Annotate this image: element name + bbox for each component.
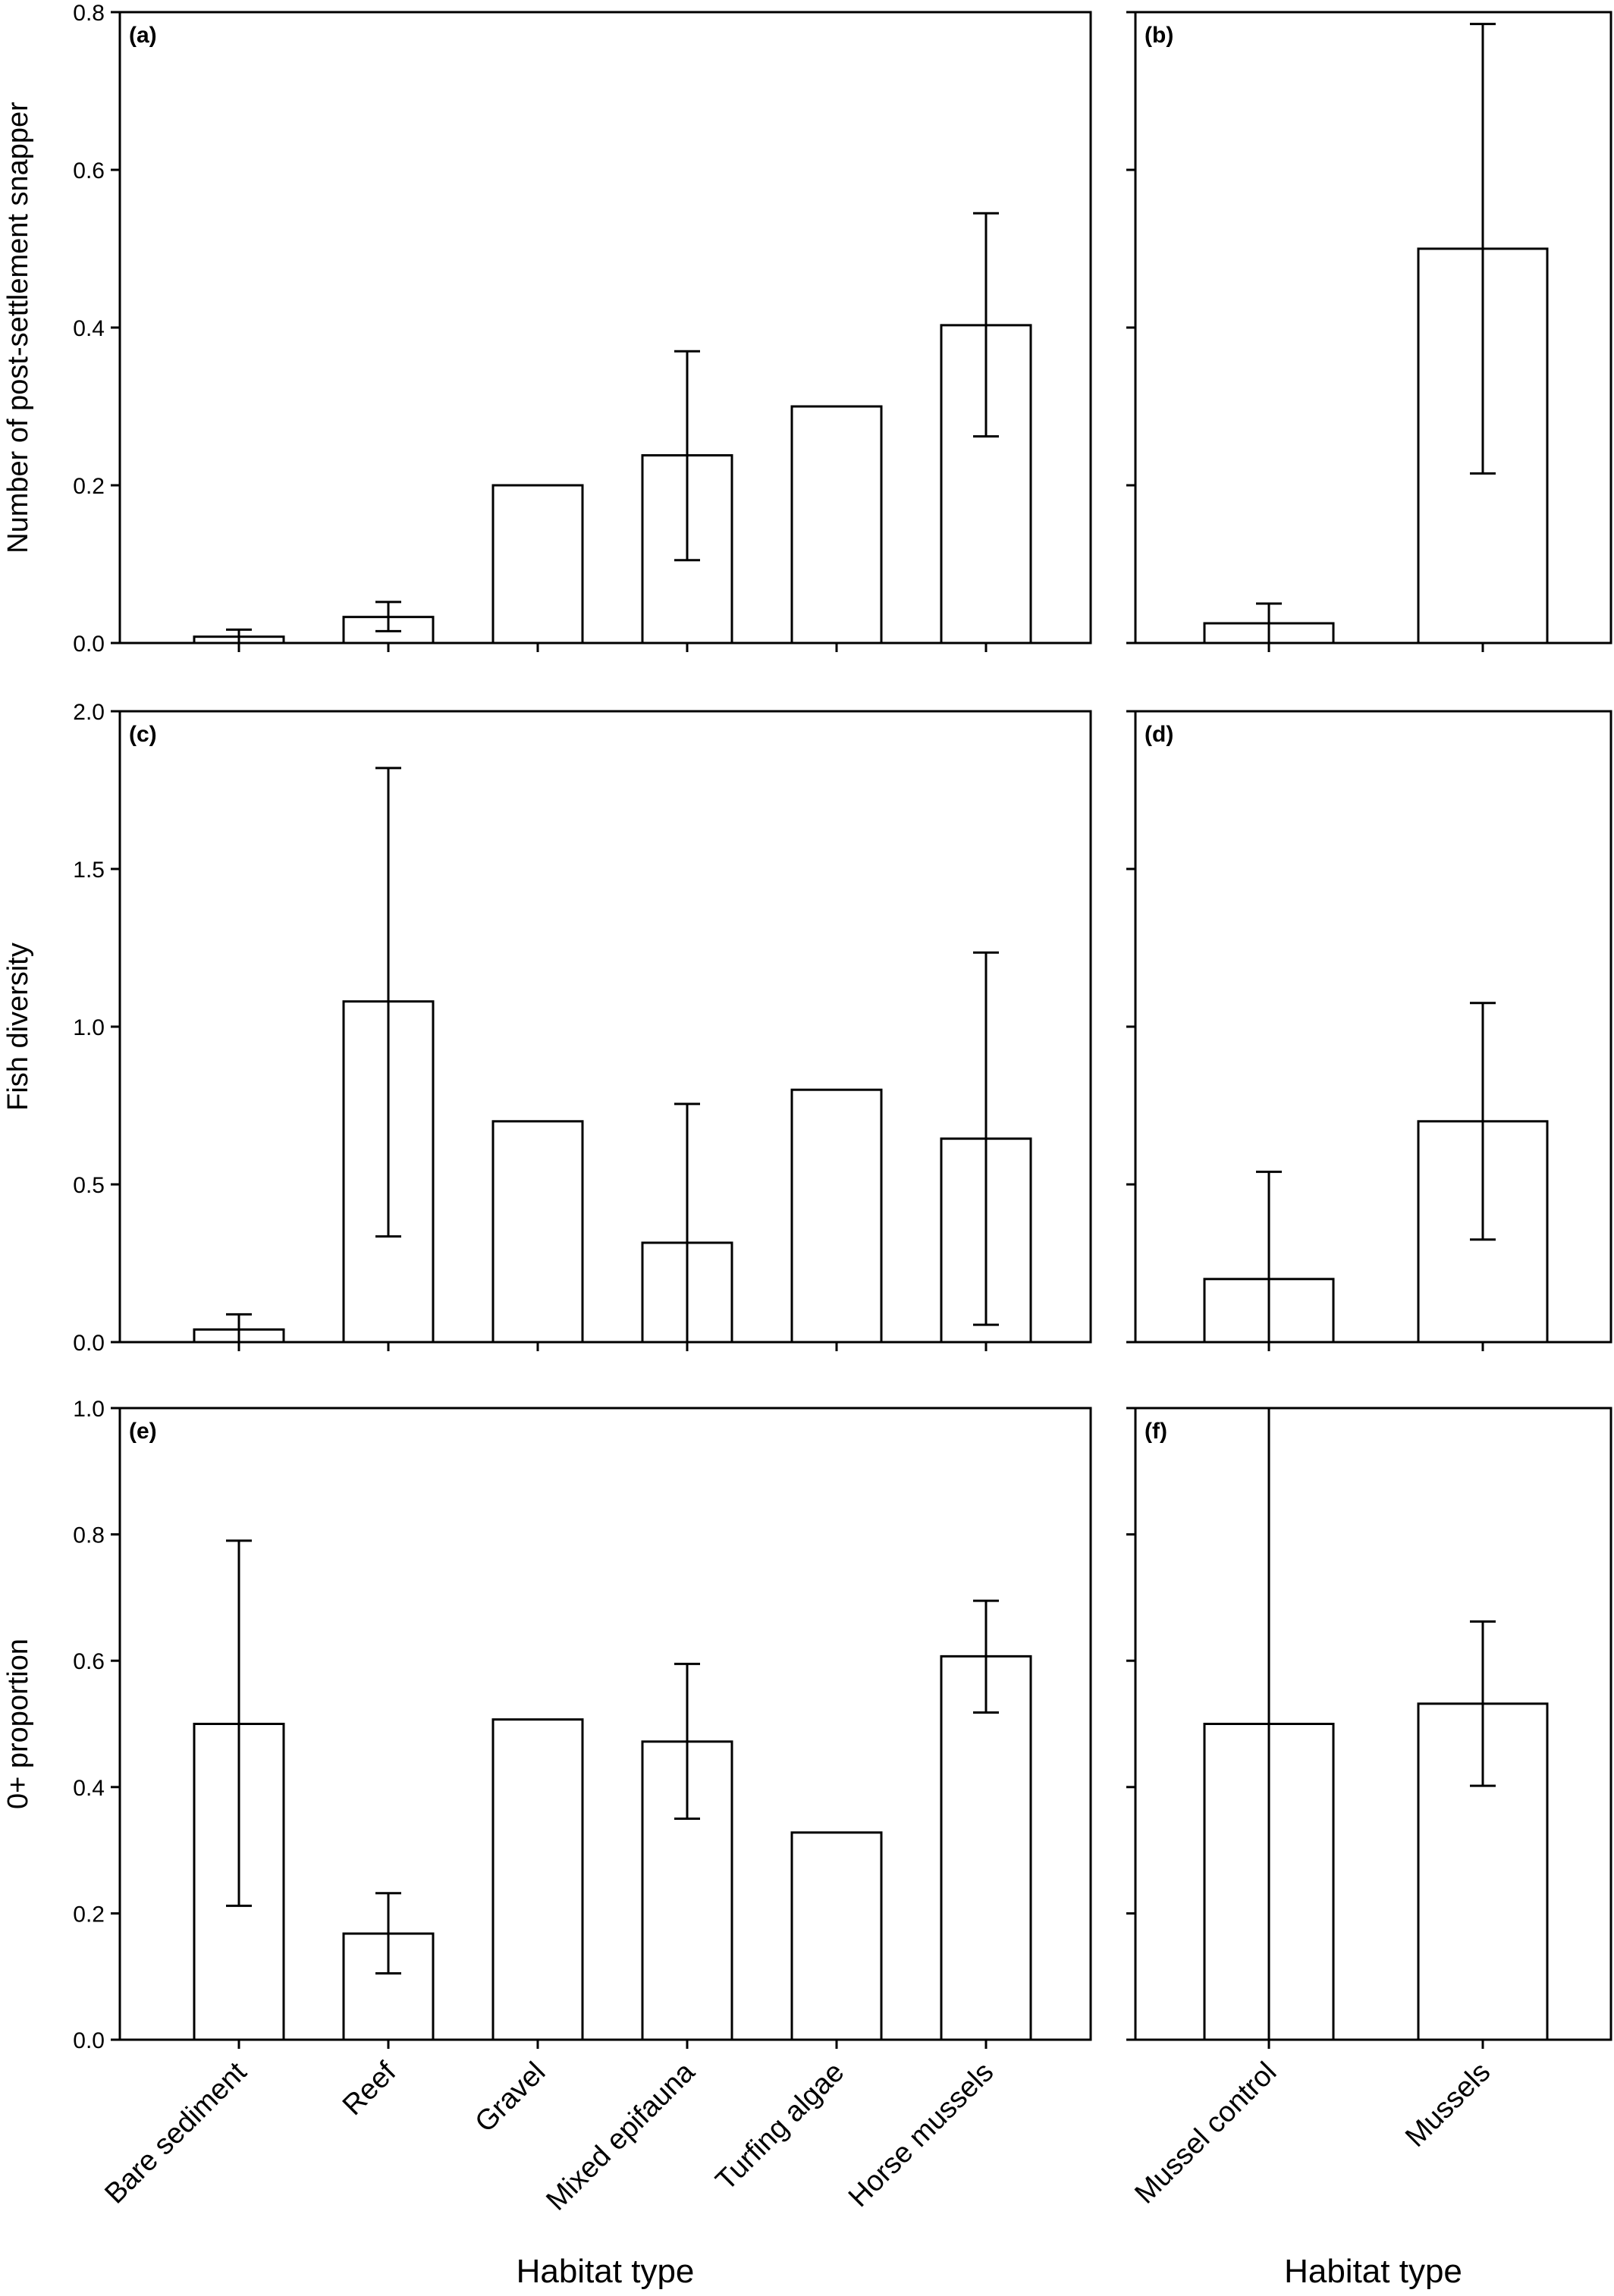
panel-frame-f [1134, 1407, 1612, 2041]
bar-c-4 [790, 1088, 883, 1344]
xtick-label-f-1: Mussels [1399, 2056, 1496, 2153]
ytick-label-c-3: 1.5 [73, 858, 105, 883]
xtick-label-e-2: Gravel [469, 2056, 552, 2139]
panel-label-e: (e) [129, 1419, 157, 1444]
panel-frame-e [118, 1407, 1092, 2041]
panel-label-d: (d) [1145, 722, 1173, 747]
xtick-label-e-5: Horse mussels [843, 2056, 1000, 2213]
ytick-label-e-5: 1.0 [73, 1397, 105, 1422]
ytick-label-e-0: 0.0 [73, 2028, 105, 2053]
ytick-label-a-1: 0.2 [73, 474, 105, 499]
ytick-label-e-2: 0.4 [73, 1776, 105, 1801]
ytick-label-c-0: 0.0 [73, 1331, 105, 1356]
ytick-label-e-1: 0.2 [73, 1902, 105, 1927]
ytick-label-c-1: 0.5 [73, 1173, 105, 1198]
bar-c-2 [491, 1120, 584, 1344]
y-axis-label-c: Fish diversity [2, 943, 34, 1111]
panel-label-a: (a) [129, 23, 157, 48]
ytick-label-c-4: 2.0 [73, 700, 105, 725]
panel-label-f: (f) [1145, 1419, 1167, 1444]
ytick-label-a-0: 0.0 [73, 632, 105, 657]
xtick-label-f-0: Mussel control [1129, 2056, 1283, 2210]
ytick-label-c-2: 1.0 [73, 1015, 105, 1040]
y-axis-label-e: 0+ proportion [2, 1639, 34, 1809]
xtick-label-e-4: Turfing algae [710, 2056, 851, 2197]
x-axis-label-f: Habitat type [1284, 2253, 1462, 2290]
ytick-label-a-4: 0.8 [73, 1, 105, 26]
bar-e-2 [491, 1718, 584, 2041]
bar-a-4 [790, 405, 883, 645]
bar-e-4 [790, 1831, 883, 2041]
y-axis-label-a: Number of post-settlement snapper [2, 102, 34, 554]
bar-e-5 [940, 1655, 1032, 2041]
ytick-label-e-3: 0.6 [73, 1649, 105, 1674]
x-axis-label-e: Habitat type [517, 2253, 695, 2290]
xtick-label-e-1: Reef [337, 2056, 403, 2122]
ytick-label-e-4: 0.8 [73, 1523, 105, 1548]
ytick-label-a-3: 0.6 [73, 158, 105, 183]
panel-label-c: (c) [129, 722, 157, 747]
xtick-label-e-3: Mixed epifauna [540, 2056, 702, 2217]
ytick-label-a-2: 0.4 [73, 316, 105, 341]
xtick-label-e-0: Bare sediment [99, 2056, 253, 2210]
panel-label-b: (b) [1145, 23, 1173, 48]
bar-a-2 [491, 484, 584, 645]
